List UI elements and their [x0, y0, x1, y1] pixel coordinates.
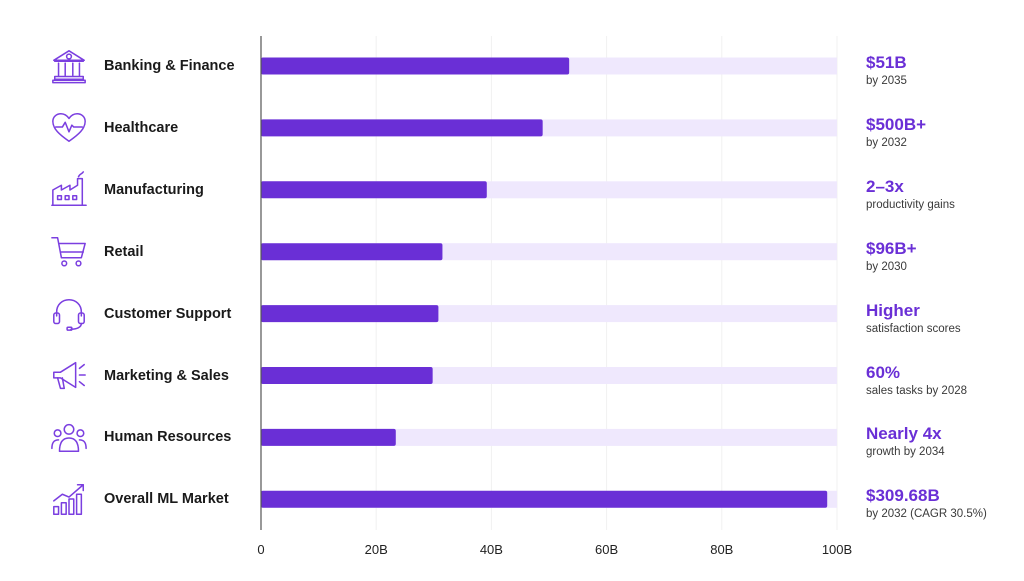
bar [261, 428, 396, 446]
stat-value: 60% [866, 362, 901, 382]
stat-value: Higher [866, 300, 920, 320]
stat-value: 2–3x [866, 176, 904, 196]
stat-annotation: $51B by 2035 [866, 53, 907, 89]
headset-icon [50, 295, 88, 333]
stat-annotation: Higher satisfaction scores [866, 301, 961, 337]
bar [261, 490, 828, 508]
stat-note: by 2032 (CAGR 30.5%) [866, 508, 987, 521]
stat-value: $309.68B [866, 486, 940, 506]
megaphone-icon [50, 357, 88, 395]
bank-icon [50, 47, 88, 85]
stat-annotation: 60% sales tasks by 2028 [866, 363, 967, 399]
stat-annotation: $500B+ by 2032 [866, 115, 926, 151]
x-tick-label: 60B [595, 542, 618, 557]
x-tick-label: 100B [822, 542, 852, 557]
stat-note: by 2032 [866, 136, 907, 149]
category-label: Customer Support [104, 305, 232, 322]
shopping-cart-icon [50, 233, 88, 271]
bar [261, 367, 433, 384]
bar [261, 57, 570, 75]
stat-annotation: 2–3x productivity gains [866, 177, 955, 213]
stat-annotation: $96B+ by 2030 [866, 239, 917, 275]
stat-note: sales tasks by 2028 [866, 384, 968, 397]
bar [261, 181, 487, 199]
stat-value: $51B [866, 53, 907, 72]
stat-note: by 2035 [866, 75, 907, 87]
x-tick-label: 40B [480, 542, 503, 557]
people-group-icon [50, 418, 88, 456]
stat-annotation: $309.68B by 2032 (CAGR 30.5%) [866, 486, 987, 522]
x-tick-label: 0 [257, 542, 264, 557]
x-tick-label: 80B [710, 542, 733, 557]
bar-track [261, 428, 837, 446]
bar [261, 243, 443, 261]
stat-note: growth by 2034 [866, 446, 945, 459]
growth-chart-icon [50, 480, 88, 518]
stat-value: Nearly 4x [866, 424, 942, 444]
category-label: Healthcare [104, 119, 179, 136]
category-label: Retail [104, 243, 144, 260]
stat-note: by 2030 [866, 260, 907, 273]
category-label: Marketing & Sales [104, 367, 229, 384]
category-label: Banking & Finance [104, 58, 235, 74]
category-label: Human Resources [104, 429, 232, 446]
stat-value: $500B+ [866, 114, 927, 134]
x-tick-label: 20B [365, 542, 388, 557]
stat-annotation: Nearly 4x growth by 2034 [866, 424, 945, 460]
bar [261, 305, 439, 323]
category-label: Overall ML Market [104, 491, 229, 508]
stat-note: productivity gains [866, 198, 955, 211]
factory-icon [50, 170, 88, 209]
stat-note: satisfaction scores [866, 322, 961, 335]
category-label: Manufacturing [104, 181, 204, 198]
stat-value: $96B+ [866, 238, 917, 258]
bar [261, 119, 543, 137]
heart-pulse-icon [50, 109, 88, 147]
